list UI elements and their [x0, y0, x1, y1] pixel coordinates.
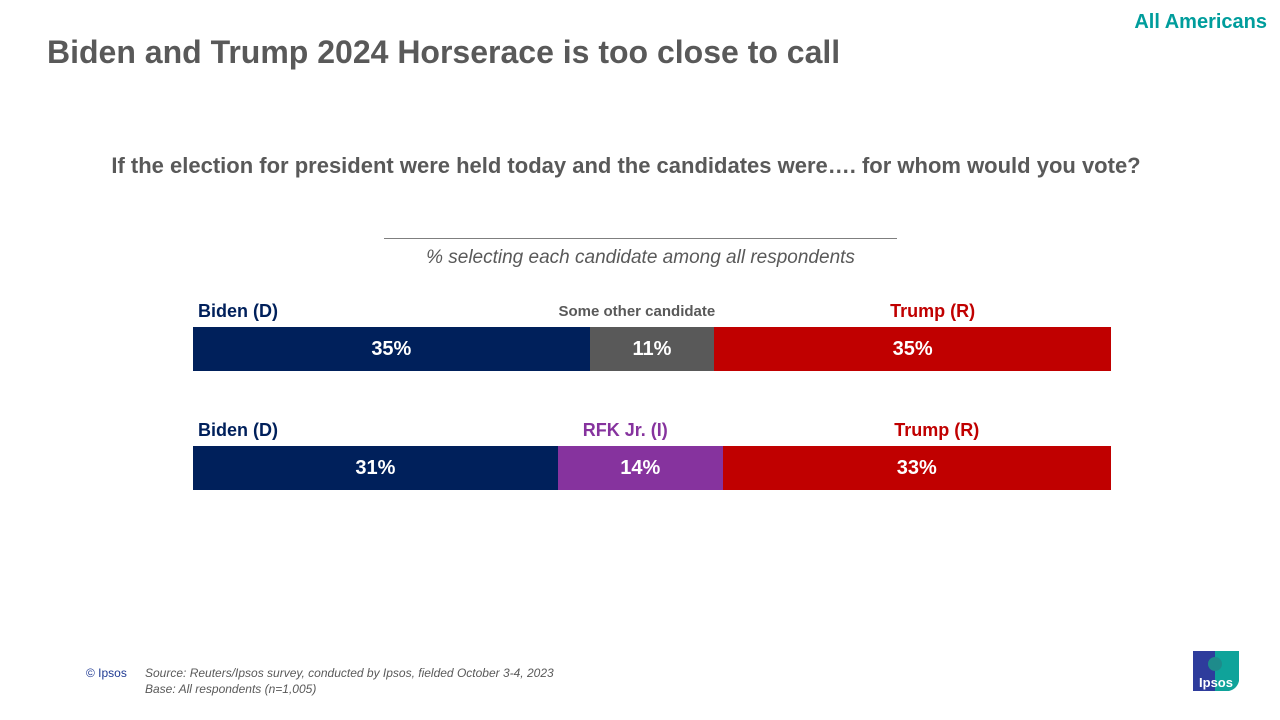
- data-label: 35%: [892, 337, 933, 360]
- question-text: If the election for president were held …: [111, 153, 1141, 178]
- ipsos-logo: Ipsos: [1193, 651, 1239, 691]
- bar-segment: 35%: [714, 327, 1111, 371]
- data-label: 35%: [371, 337, 412, 360]
- base-text: Base: All respondents (n=1,005): [145, 682, 317, 696]
- svg-text:Ipsos: Ipsos: [1199, 675, 1233, 690]
- data-label: 31%: [355, 456, 396, 479]
- data-label: 14%: [620, 456, 661, 479]
- legend-label: Biden (D): [198, 420, 278, 440]
- legend-label: Trump (R): [894, 420, 980, 440]
- bar-segment: 35%: [193, 327, 590, 371]
- data-label: 33%: [896, 456, 937, 479]
- bar-segment: 11%: [589, 327, 715, 371]
- bar-segment: 33%: [722, 446, 1111, 490]
- source-text: Source: Reuters/Ipsos survey, conducted …: [145, 666, 554, 680]
- divider: [384, 238, 897, 239]
- slide-title: Biden and Trump 2024 Horserace is too cl…: [47, 34, 841, 70]
- legend-label: Trump (R): [890, 301, 976, 321]
- legend-label: Biden (D): [198, 301, 278, 321]
- legend-label: Some other candidate: [558, 303, 716, 320]
- bar-segment: 14%: [557, 446, 723, 490]
- legend-label: RFK Jr. (I): [582, 420, 668, 440]
- data-label: 11%: [632, 337, 672, 360]
- source-note: Source: Reuters/Ipsos survey, conducted …: [145, 665, 554, 697]
- chart-subtitle: % selecting each candidate among all res…: [426, 247, 855, 268]
- audience-label: All Americans: [1134, 11, 1267, 33]
- copyright: © Ipsos: [86, 666, 127, 680]
- bar-segment: 31%: [193, 446, 558, 490]
